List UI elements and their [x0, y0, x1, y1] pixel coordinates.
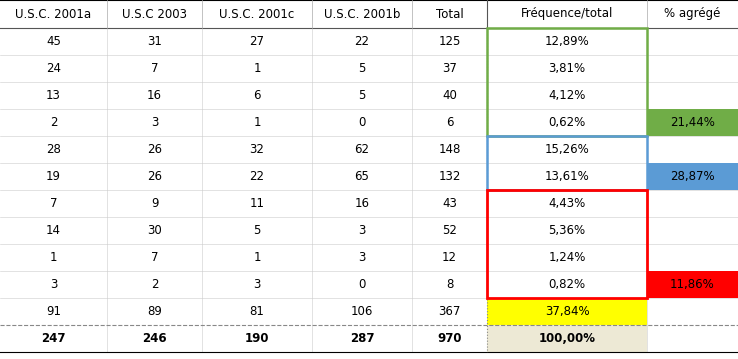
Text: 45: 45	[46, 35, 61, 48]
Text: 26: 26	[147, 170, 162, 183]
Text: 11: 11	[249, 197, 264, 210]
Text: 13,61%: 13,61%	[545, 170, 590, 183]
Text: 2: 2	[49, 116, 58, 129]
Text: 32: 32	[249, 143, 264, 156]
Bar	[647, 271, 738, 298]
Text: 1,24%: 1,24%	[548, 251, 586, 264]
Text: 43: 43	[442, 197, 457, 210]
Text: 5,36%: 5,36%	[548, 224, 585, 237]
Text: 7: 7	[151, 62, 158, 75]
Text: 4,43%: 4,43%	[548, 197, 586, 210]
Text: 22: 22	[354, 35, 370, 48]
Text: 11,86%: 11,86%	[670, 278, 715, 291]
Text: 2: 2	[151, 278, 158, 291]
Text: 0: 0	[359, 116, 366, 129]
Text: % agrégé: % agrégé	[664, 8, 721, 20]
Text: 52: 52	[442, 224, 457, 237]
Text: 22: 22	[249, 170, 264, 183]
Text: 13: 13	[46, 89, 61, 102]
Text: 125: 125	[438, 35, 461, 48]
Text: 16: 16	[354, 197, 370, 210]
Text: 106: 106	[351, 305, 373, 318]
Text: 12,89%: 12,89%	[545, 35, 590, 48]
Text: 8: 8	[446, 278, 453, 291]
Text: Total: Total	[435, 8, 463, 20]
Text: 247: 247	[41, 332, 66, 345]
Text: 3,81%: 3,81%	[548, 62, 585, 75]
Text: 132: 132	[438, 170, 461, 183]
Text: 6: 6	[446, 116, 453, 129]
Text: Fréquence/total: Fréquence/total	[521, 8, 613, 20]
Bar	[487, 298, 647, 325]
Text: 16: 16	[147, 89, 162, 102]
Text: 65: 65	[354, 170, 370, 183]
Text: 31: 31	[147, 35, 162, 48]
Text: 1: 1	[253, 116, 261, 129]
Text: 3: 3	[49, 278, 57, 291]
Text: 14: 14	[46, 224, 61, 237]
Bar	[487, 190, 647, 298]
Text: 100,00%: 100,00%	[539, 332, 596, 345]
Text: U.S.C 2003: U.S.C 2003	[122, 8, 187, 20]
Text: 81: 81	[249, 305, 264, 318]
Bar	[487, 28, 647, 136]
Bar	[647, 109, 738, 136]
Text: 21,44%: 21,44%	[670, 116, 715, 129]
Text: 7: 7	[151, 251, 158, 264]
Text: 0,62%: 0,62%	[548, 116, 586, 129]
Text: 37: 37	[442, 62, 457, 75]
Text: 4,12%: 4,12%	[548, 89, 586, 102]
Text: 28: 28	[46, 143, 61, 156]
Bar	[487, 325, 647, 352]
Text: 15,26%: 15,26%	[545, 143, 590, 156]
Text: 148: 148	[438, 143, 461, 156]
Text: 367: 367	[438, 305, 461, 318]
Text: 3: 3	[253, 278, 261, 291]
Text: 246: 246	[142, 332, 167, 345]
Text: 24: 24	[46, 62, 61, 75]
Text: 40: 40	[442, 89, 457, 102]
Text: 1: 1	[253, 251, 261, 264]
Text: 28,87%: 28,87%	[670, 170, 715, 183]
Text: 6: 6	[253, 89, 261, 102]
Text: 62: 62	[354, 143, 370, 156]
Text: 5: 5	[359, 89, 366, 102]
Text: 91: 91	[46, 305, 61, 318]
Text: 0: 0	[359, 278, 366, 291]
Text: 190: 190	[245, 332, 269, 345]
Text: 3: 3	[359, 251, 366, 264]
Text: 5: 5	[253, 224, 261, 237]
Text: 12: 12	[442, 251, 457, 264]
Text: 9: 9	[151, 197, 158, 210]
Text: 1: 1	[49, 251, 58, 264]
Text: 89: 89	[147, 305, 162, 318]
Bar	[647, 163, 738, 190]
Bar	[487, 136, 647, 190]
Text: 37,84%: 37,84%	[545, 305, 590, 318]
Text: 970: 970	[437, 332, 462, 345]
Text: 26: 26	[147, 143, 162, 156]
Text: 3: 3	[359, 224, 366, 237]
Text: U.S.C. 2001a: U.S.C. 2001a	[15, 8, 92, 20]
Text: 7: 7	[49, 197, 58, 210]
Text: 19: 19	[46, 170, 61, 183]
Text: U.S.C. 2001c: U.S.C. 2001c	[219, 8, 294, 20]
Text: 27: 27	[249, 35, 264, 48]
Text: 0,82%: 0,82%	[548, 278, 585, 291]
Text: 5: 5	[359, 62, 366, 75]
Text: 287: 287	[350, 332, 374, 345]
Text: U.S.C. 2001b: U.S.C. 2001b	[324, 8, 400, 20]
Text: 30: 30	[147, 224, 162, 237]
Text: 3: 3	[151, 116, 158, 129]
Text: 1: 1	[253, 62, 261, 75]
